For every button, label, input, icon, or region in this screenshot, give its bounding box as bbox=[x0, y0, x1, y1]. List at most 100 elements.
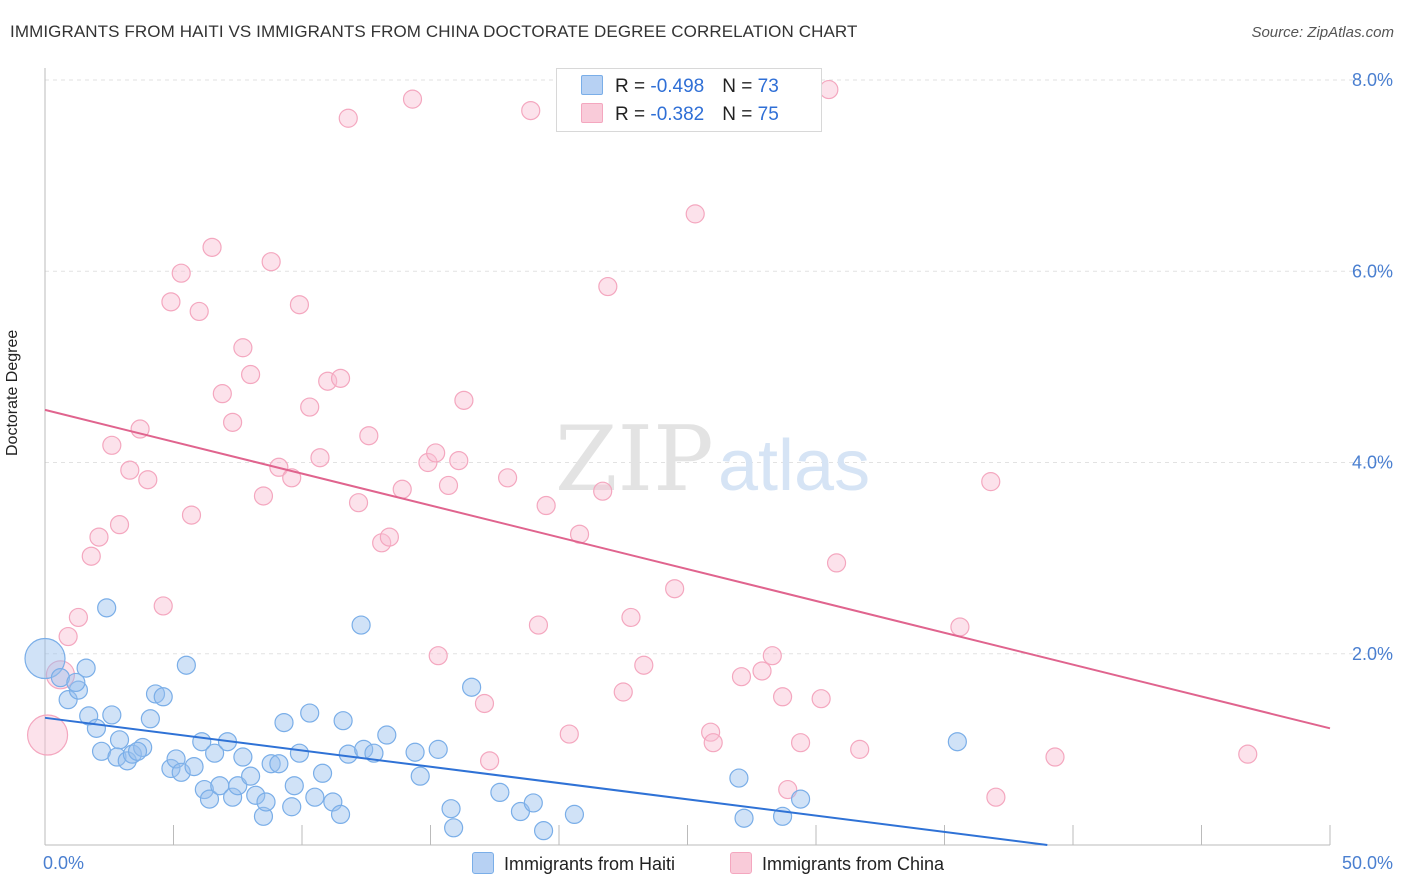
tick-labels: 2.0% 4.0% 6.0% 8.0% 0.0% 50.0% bbox=[43, 70, 1393, 873]
china-point bbox=[120, 460, 140, 480]
bottom-legend-haiti: Immigrants from Haiti bbox=[472, 852, 675, 875]
china-point bbox=[480, 751, 500, 771]
haiti-point bbox=[24, 637, 66, 680]
china-point bbox=[402, 89, 423, 109]
haiti-point bbox=[241, 766, 261, 786]
china-point bbox=[454, 390, 474, 410]
china-point bbox=[102, 435, 122, 455]
china-point bbox=[426, 443, 446, 463]
china-point bbox=[613, 682, 633, 702]
china-point bbox=[261, 252, 281, 272]
legend-row-haiti: R = -0.498 N = 73 bbox=[581, 75, 779, 98]
haiti-point bbox=[228, 776, 248, 796]
y-tick-label: 8.0% bbox=[1352, 70, 1393, 90]
haiti-legend-swatch bbox=[472, 852, 494, 874]
china-point bbox=[752, 661, 772, 681]
legend-row-china: R = -0.382 N = 75 bbox=[581, 103, 779, 126]
x-tick-label-max: 50.0% bbox=[1342, 853, 1393, 873]
y-tick-label: 6.0% bbox=[1352, 261, 1393, 281]
haiti-point bbox=[199, 789, 220, 809]
china-point bbox=[536, 495, 556, 516]
haiti-point bbox=[462, 677, 482, 697]
haiti-n-label: N = bbox=[722, 76, 758, 97]
haiti-point bbox=[282, 797, 302, 817]
china-point bbox=[634, 655, 654, 675]
china-point bbox=[202, 237, 222, 257]
china-point bbox=[348, 493, 369, 513]
china-point bbox=[528, 615, 549, 635]
haiti-point bbox=[947, 732, 967, 752]
china-point bbox=[703, 733, 723, 753]
china-point bbox=[819, 79, 839, 100]
china-point bbox=[428, 646, 448, 666]
china-point bbox=[338, 108, 358, 128]
haiti-point bbox=[233, 747, 253, 767]
china-point bbox=[300, 397, 320, 417]
haiti-point bbox=[261, 754, 281, 774]
series-haiti-points bbox=[24, 598, 967, 841]
china-point bbox=[212, 384, 232, 404]
haiti-point bbox=[184, 756, 204, 777]
china-point bbox=[138, 470, 158, 490]
haiti-point bbox=[133, 737, 153, 758]
china-point bbox=[950, 617, 970, 637]
china-point bbox=[621, 607, 641, 628]
haiti-point bbox=[490, 782, 510, 803]
haiti-point bbox=[274, 712, 294, 733]
china-point bbox=[282, 468, 302, 488]
haiti-point bbox=[50, 668, 71, 688]
chart-title: IMMIGRANTS FROM HAITI VS IMMIGRANTS FROM… bbox=[10, 22, 858, 41]
haiti-point bbox=[790, 789, 811, 809]
haiti-point bbox=[351, 615, 371, 635]
haiti-legend-label: Immigrants from Haiti bbox=[504, 854, 676, 874]
haiti-point bbox=[330, 804, 351, 825]
axes bbox=[44, 68, 1331, 846]
china-point bbox=[826, 553, 847, 573]
china-point bbox=[253, 486, 274, 506]
haiti-point bbox=[312, 763, 333, 783]
haiti-point bbox=[194, 779, 214, 800]
haiti-point bbox=[377, 725, 397, 745]
haiti-point bbox=[58, 690, 78, 710]
china-r-value: -0.382 bbox=[650, 104, 705, 125]
china-point bbox=[233, 338, 253, 358]
haiti-point bbox=[68, 680, 89, 700]
haiti-point bbox=[333, 711, 353, 731]
haiti-point bbox=[533, 821, 554, 841]
haiti-point bbox=[305, 787, 325, 807]
haiti-point bbox=[122, 744, 142, 764]
haiti-point bbox=[256, 792, 276, 812]
haiti-point bbox=[364, 743, 384, 763]
haiti-point bbox=[140, 709, 160, 729]
china-point bbox=[181, 505, 202, 525]
china-point bbox=[685, 204, 705, 224]
trend-lines bbox=[44, 408, 1331, 846]
china-point bbox=[731, 667, 752, 687]
china-point bbox=[241, 364, 261, 385]
haiti-point bbox=[109, 730, 130, 750]
china-point bbox=[153, 596, 173, 616]
china-point bbox=[379, 527, 399, 547]
china-r-label: R = bbox=[615, 104, 651, 125]
haiti-point bbox=[269, 754, 289, 774]
haiti-point bbox=[300, 703, 320, 723]
china-point bbox=[449, 450, 469, 471]
haiti-point bbox=[97, 598, 117, 618]
china-point bbox=[790, 733, 811, 753]
x-tick-label-min: 0.0% bbox=[43, 853, 84, 873]
haiti-point bbox=[153, 687, 173, 707]
china-point bbox=[310, 448, 330, 468]
china-point bbox=[26, 714, 69, 756]
haiti-point bbox=[161, 758, 181, 779]
correlation-legend: R = -0.498 N = 73 R = -0.382 N = 75 bbox=[556, 68, 822, 132]
haiti-point bbox=[76, 658, 96, 678]
china-legend-label: Immigrants from China bbox=[762, 854, 945, 874]
china-point bbox=[850, 739, 870, 759]
china-point bbox=[778, 779, 798, 800]
china-point bbox=[68, 607, 89, 628]
china-trend-line bbox=[44, 408, 1331, 730]
haiti-r-label: R = bbox=[615, 76, 651, 97]
haiti-swatch bbox=[581, 75, 603, 95]
china-point bbox=[372, 533, 392, 553]
